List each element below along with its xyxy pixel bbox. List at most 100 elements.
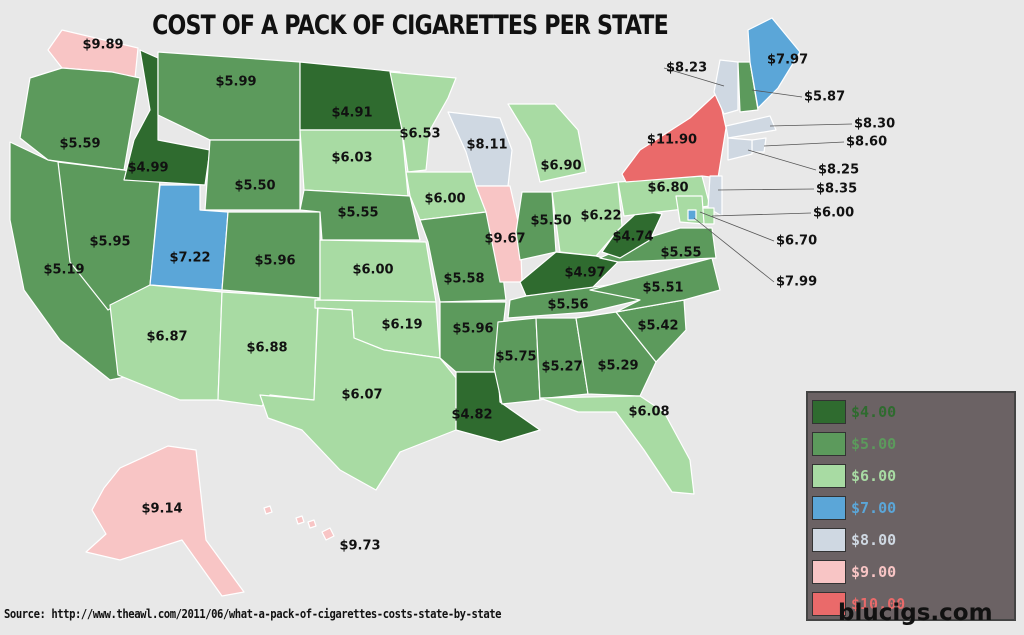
price-label-mt: $5.99 [215, 75, 256, 90]
price-label-wv: $4.74 [612, 230, 653, 245]
map-title: COST OF A PACK OF CIGARETTES PER STATE [152, 10, 669, 41]
price-label-oh: $6.22 [580, 209, 621, 224]
leader-line-dc [693, 217, 775, 283]
legend-row: $5.00 [812, 428, 1014, 460]
leader-line-vt [663, 67, 725, 87]
price-legend: $4.00 $5.00 $6.00 $7.00 $8.00 $9.00 $10.00 [806, 391, 1016, 621]
price-label-mi: $6.90 [540, 159, 581, 174]
legend-label: $10.00 [851, 595, 906, 613]
price-label-co: $5.96 [254, 254, 295, 269]
state-nm [217, 291, 319, 407]
legend-swatch [812, 496, 846, 520]
brand-logo-text: blucigs.com [838, 600, 993, 626]
legend-label: $5.00 [851, 435, 897, 453]
price-label-wy: $5.50 [234, 179, 275, 194]
price-label-sc: $5.42 [637, 319, 678, 334]
state-hi [321, 527, 335, 541]
source-citation: Source: http://www.theawl.com/2011/06/wh… [4, 607, 502, 621]
state-ma [725, 115, 777, 139]
price-label-tx: $6.07 [341, 388, 382, 403]
legend-row: $8.00 [812, 524, 1014, 556]
price-label-dc: $7.99 [776, 275, 817, 290]
price-label-wa: $9.89 [82, 38, 123, 53]
price-label-al: $5.27 [541, 360, 582, 375]
price-label-id: $4.99 [127, 161, 168, 176]
price-label-ut: $7.22 [169, 251, 210, 266]
legend-row: $7.00 [812, 492, 1014, 524]
price-label-tn: $5.56 [547, 298, 588, 313]
state-hi-island-1 [295, 515, 305, 525]
leader-line-ri [763, 141, 845, 147]
legend-label: $6.00 [851, 467, 897, 485]
price-label-ma: $8.30 [854, 117, 895, 132]
price-label-ms: $5.75 [495, 350, 536, 365]
price-label-ks: $6.00 [352, 263, 393, 278]
price-label-nj: $8.35 [816, 182, 857, 197]
legend-row: $10.00 [812, 588, 1014, 620]
state-fl [539, 395, 695, 495]
state-ri [751, 137, 767, 153]
state-ga [575, 311, 657, 397]
legend-swatch [812, 400, 846, 424]
leader-line-ct [747, 149, 817, 171]
state-in [515, 191, 557, 261]
price-label-sd: $6.03 [331, 151, 372, 166]
price-label-mo: $5.58 [443, 272, 484, 287]
state-mn [389, 71, 457, 173]
state-wy [204, 139, 301, 211]
price-label-de: $6.00 [813, 206, 854, 221]
leader-line-de [711, 212, 812, 217]
legend-label: $7.00 [851, 499, 897, 517]
leader-line-nh [751, 89, 803, 98]
legend-label: $8.00 [851, 531, 897, 549]
price-label-ct: $8.25 [818, 163, 859, 178]
price-label-ok: $6.19 [381, 318, 422, 333]
legend-swatch [812, 528, 846, 552]
price-label-ca: $5.19 [43, 263, 84, 278]
price-label-nd: $4.91 [331, 106, 372, 121]
state-ak [85, 445, 245, 597]
legend-label: $4.00 [851, 403, 897, 421]
price-label-ga: $5.29 [597, 359, 638, 374]
legend-row: $4.00 [812, 396, 1014, 428]
state-nh [737, 61, 759, 113]
price-label-ri: $8.60 [846, 135, 887, 150]
price-label-va: $5.55 [660, 246, 701, 261]
price-label-me: $7.97 [767, 53, 808, 68]
leader-line-md [699, 211, 775, 242]
state-vt [713, 59, 739, 115]
legend-swatch [812, 464, 846, 488]
price-label-hi: $9.73 [339, 539, 380, 554]
price-label-ny: $11.90 [647, 133, 697, 148]
state-mi [507, 103, 587, 183]
state-hi-island-2 [307, 519, 317, 529]
legend-label: $9.00 [851, 563, 897, 581]
price-label-ne: $5.55 [337, 206, 378, 221]
price-label-ar: $5.96 [452, 322, 493, 337]
legend-row: $9.00 [812, 556, 1014, 588]
price-label-ak: $9.14 [141, 502, 182, 517]
price-label-nm: $6.88 [246, 341, 287, 356]
state-hi-island-3 [263, 505, 273, 515]
legend-swatch [812, 560, 846, 584]
price-label-il: $9.67 [484, 232, 525, 247]
price-label-ky: $4.97 [564, 266, 605, 281]
legend-swatch [812, 432, 846, 456]
state-al [535, 317, 589, 401]
price-label-or: $5.59 [59, 137, 100, 152]
price-label-nv: $5.95 [89, 235, 130, 250]
price-label-wi: $8.11 [466, 138, 507, 153]
price-label-nc: $5.51 [642, 281, 683, 296]
price-label-ia: $6.00 [424, 192, 465, 207]
price-label-mn: $6.53 [399, 127, 440, 142]
leader-line-nj [717, 188, 815, 191]
state-me [747, 17, 801, 109]
leader-line-ma [769, 123, 853, 127]
price-label-la: $4.82 [451, 408, 492, 423]
price-label-fl: $6.08 [628, 405, 669, 420]
state-or [19, 67, 141, 171]
price-label-nh: $5.87 [804, 90, 845, 105]
price-label-in: $5.50 [530, 214, 571, 229]
state-ms [493, 317, 541, 405]
